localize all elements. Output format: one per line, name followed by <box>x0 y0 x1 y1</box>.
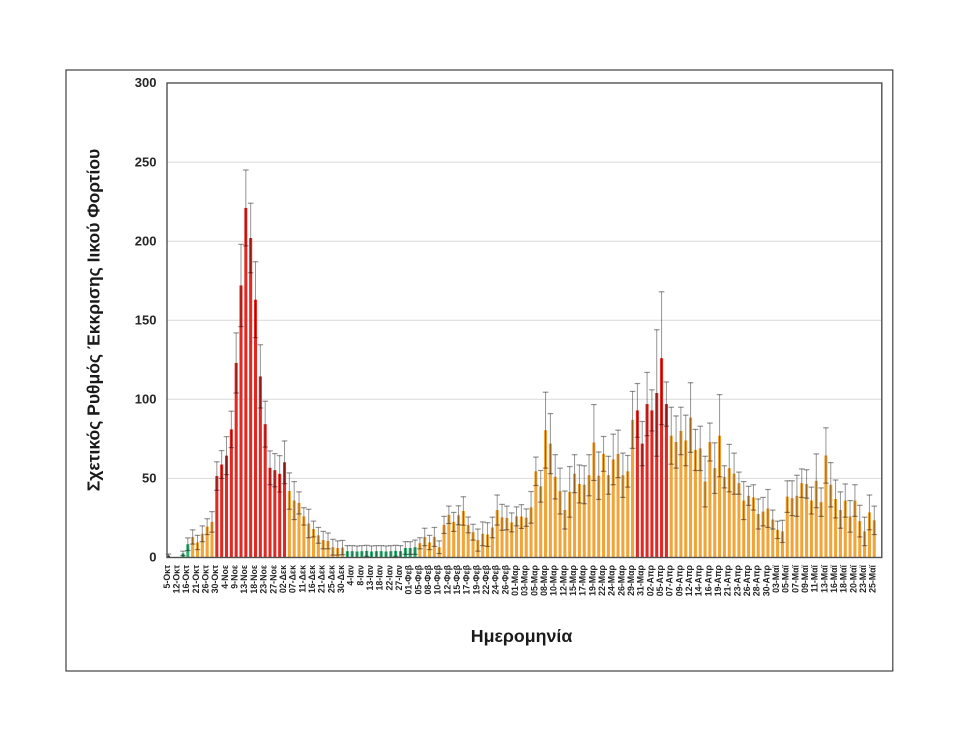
svg-text:5-Οκτ: 5-Οκτ <box>162 565 172 589</box>
svg-text:03-Μαρ: 03-Μαρ <box>520 564 530 595</box>
svg-text:12-Μαρ: 12-Μαρ <box>558 564 568 595</box>
svg-text:11-Δεκ: 11-Δεκ <box>297 565 307 593</box>
svg-text:19-Απρ: 19-Απρ <box>713 564 723 596</box>
svg-text:150: 150 <box>135 312 157 327</box>
svg-text:Ημερομηνία: Ημερομηνία <box>471 626 573 646</box>
svg-text:19-Φεβ: 19-Φεβ <box>471 564 481 594</box>
svg-text:24-Μαρ: 24-Μαρ <box>607 564 617 595</box>
svg-text:25-Μαϊ: 25-Μαϊ <box>868 564 878 592</box>
svg-text:21-Απρ: 21-Απρ <box>723 564 733 596</box>
svg-text:100: 100 <box>135 392 157 407</box>
svg-text:30-Δεκ: 30-Δεκ <box>336 565 346 593</box>
svg-text:26-Οκτ: 26-Οκτ <box>201 565 211 593</box>
svg-text:16-Δεκ: 16-Δεκ <box>307 565 317 593</box>
svg-text:4-Ιαν: 4-Ιαν <box>346 565 356 586</box>
svg-text:17-Μαρ: 17-Μαρ <box>578 564 588 595</box>
svg-text:13-Ιαν: 13-Ιαν <box>365 565 375 591</box>
svg-text:16-Μαϊ: 16-Μαϊ <box>829 564 839 592</box>
svg-text:13-Νοε: 13-Νοε <box>239 564 249 593</box>
svg-text:9-Νοε: 9-Νοε <box>230 564 240 589</box>
svg-text:25-Δεκ: 25-Δεκ <box>326 565 336 593</box>
svg-text:05-Φεβ: 05-Φεβ <box>413 564 423 594</box>
svg-text:18-Ιαν: 18-Ιαν <box>375 565 385 591</box>
svg-text:10-Μαρ: 10-Μαρ <box>549 564 559 595</box>
svg-text:07-Απρ: 07-Απρ <box>665 564 675 596</box>
svg-text:21-Δεκ: 21-Δεκ <box>317 565 327 593</box>
svg-text:50: 50 <box>142 471 156 486</box>
svg-text:18-Νοε: 18-Νοε <box>249 564 259 593</box>
svg-text:4-Νοε: 4-Νοε <box>220 564 230 589</box>
svg-text:14-Απρ: 14-Απρ <box>694 564 704 596</box>
svg-text:02-Δεκ: 02-Δεκ <box>278 565 288 593</box>
svg-text:11-Μαϊ: 11-Μαϊ <box>810 564 820 592</box>
svg-text:09-Μαϊ: 09-Μαϊ <box>800 564 810 592</box>
svg-text:05-Μαϊ: 05-Μαϊ <box>781 564 791 592</box>
svg-text:01-Μαρ: 01-Μαρ <box>510 564 520 595</box>
svg-text:300: 300 <box>135 75 157 90</box>
svg-text:10-Φεβ: 10-Φεβ <box>433 564 443 594</box>
svg-text:26-Φεβ: 26-Φεβ <box>500 564 510 594</box>
svg-text:12-Οκτ: 12-Οκτ <box>172 565 182 593</box>
svg-text:Σχετικός Ρυθμός Έκκρισης Ιικού: Σχετικός Ρυθμός Έκκρισης Ιικού Φορτίου <box>84 149 104 491</box>
svg-text:16-Οκτ: 16-Οκτ <box>181 565 191 593</box>
svg-text:09-Απρ: 09-Απρ <box>674 564 684 596</box>
svg-text:31-Μαρ: 31-Μαρ <box>636 564 646 595</box>
svg-text:200: 200 <box>135 233 157 248</box>
svg-text:21-Οκτ: 21-Οκτ <box>191 565 201 593</box>
svg-text:27-Νοε: 27-Νοε <box>268 564 278 593</box>
svg-text:20-Μαϊ: 20-Μαϊ <box>848 564 858 592</box>
svg-text:22-Ιαν: 22-Ιαν <box>384 565 394 591</box>
svg-text:07-Μαϊ: 07-Μαϊ <box>790 564 800 592</box>
svg-text:29-Μαρ: 29-Μαρ <box>626 564 636 595</box>
svg-text:16-Απρ: 16-Απρ <box>703 564 713 596</box>
svg-text:07-Δεκ: 07-Δεκ <box>288 565 298 593</box>
svg-text:05-Μαρ: 05-Μαρ <box>529 564 539 595</box>
svg-text:23-Μαϊ: 23-Μαϊ <box>858 564 868 592</box>
svg-text:01-Φεβ: 01-Φεβ <box>404 564 414 594</box>
svg-text:0: 0 <box>149 550 156 565</box>
svg-text:23-Απρ: 23-Απρ <box>732 564 742 596</box>
svg-text:13-Μαϊ: 13-Μαϊ <box>819 564 829 592</box>
svg-text:08-Φεβ: 08-Φεβ <box>423 564 433 594</box>
svg-text:30-Απρ: 30-Απρ <box>761 564 771 596</box>
svg-text:18-Μαϊ: 18-Μαϊ <box>839 564 849 592</box>
svg-text:27-Ιαν: 27-Ιαν <box>394 565 404 591</box>
svg-text:03-Μαϊ: 03-Μαϊ <box>771 564 781 592</box>
svg-text:12-Φεβ: 12-Φεβ <box>442 564 452 594</box>
svg-text:24-Φεβ: 24-Φεβ <box>491 564 501 594</box>
svg-text:22-Φεβ: 22-Φεβ <box>481 564 491 594</box>
svg-text:05-Απρ: 05-Απρ <box>655 564 665 596</box>
svg-text:08-Μαρ: 08-Μαρ <box>539 564 549 595</box>
svg-text:19-Μαρ: 19-Μαρ <box>587 564 597 595</box>
svg-text:30-Οκτ: 30-Οκτ <box>210 565 220 593</box>
svg-text:8-Ιαν: 8-Ιαν <box>355 565 365 586</box>
svg-text:17-Φεβ: 17-Φεβ <box>462 564 472 594</box>
svg-text:28-Απρ: 28-Απρ <box>752 564 762 596</box>
svg-text:12-Απρ: 12-Απρ <box>684 564 694 596</box>
svg-text:23-Νοε: 23-Νοε <box>259 564 269 593</box>
svg-text:26-Μαρ: 26-Μαρ <box>616 564 626 595</box>
svg-text:250: 250 <box>135 154 157 169</box>
svg-text:22-Μαρ: 22-Μαρ <box>597 564 607 595</box>
svg-text:26-Απρ: 26-Απρ <box>742 564 752 596</box>
svg-text:15-Μαρ: 15-Μαρ <box>568 564 578 595</box>
svg-text:15-Φεβ: 15-Φεβ <box>452 564 462 594</box>
svg-text:02-Απρ: 02-Απρ <box>645 564 655 596</box>
